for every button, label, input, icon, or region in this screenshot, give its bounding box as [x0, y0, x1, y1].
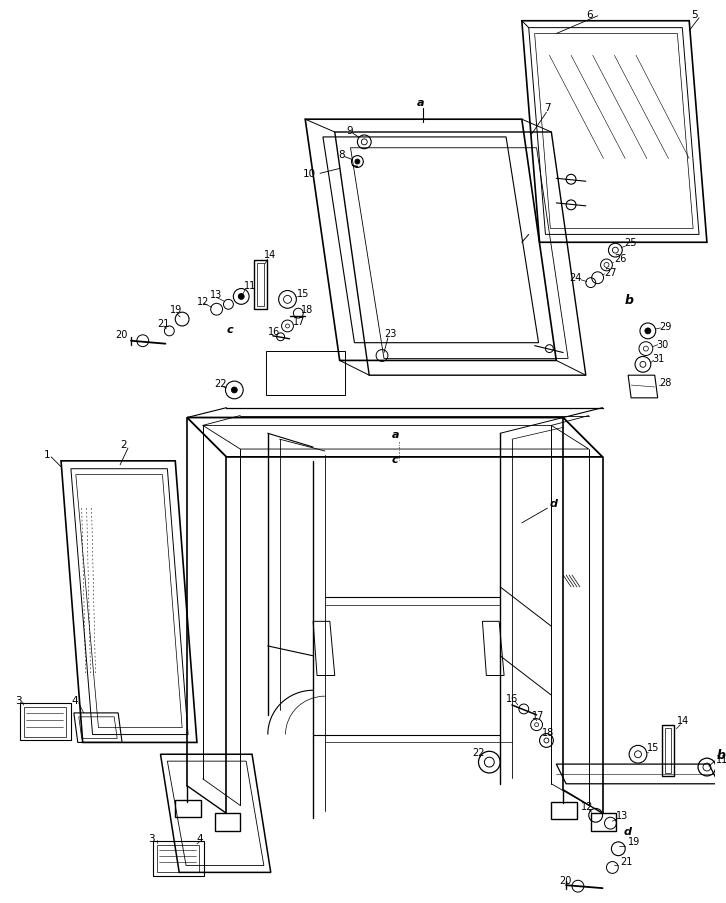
- Bar: [20, 703, 71, 740]
- Bar: [215, 814, 240, 831]
- Text: 15: 15: [647, 742, 659, 752]
- Text: 8: 8: [339, 150, 346, 160]
- Bar: [24, 707, 66, 737]
- Text: 11: 11: [244, 280, 256, 290]
- Text: 24: 24: [569, 273, 582, 283]
- Circle shape: [232, 387, 237, 394]
- Bar: [152, 841, 204, 877]
- Text: 10: 10: [303, 169, 317, 179]
- Text: 28: 28: [660, 377, 672, 387]
- Text: d: d: [623, 826, 631, 836]
- Text: a: a: [392, 430, 399, 440]
- Text: 20: 20: [115, 330, 128, 340]
- Text: 3: 3: [15, 695, 21, 705]
- Text: 4: 4: [72, 695, 78, 705]
- Bar: [664, 728, 672, 773]
- Bar: [257, 264, 264, 307]
- Text: 14: 14: [264, 250, 276, 260]
- Text: 3: 3: [147, 833, 155, 843]
- Text: 2: 2: [120, 440, 127, 450]
- Text: 22: 22: [215, 378, 227, 388]
- Bar: [661, 725, 674, 776]
- Text: 17: 17: [531, 710, 544, 720]
- Bar: [254, 261, 267, 310]
- Text: 19: 19: [628, 836, 640, 846]
- Text: b: b: [624, 293, 633, 306]
- Text: 15: 15: [298, 289, 310, 299]
- Text: 19: 19: [171, 305, 182, 315]
- Text: 22: 22: [473, 748, 485, 758]
- Text: 20: 20: [559, 875, 571, 885]
- Text: 4: 4: [197, 833, 203, 843]
- Text: 13: 13: [210, 290, 222, 300]
- Text: 21: 21: [620, 856, 632, 866]
- Text: 11: 11: [716, 754, 726, 764]
- Text: 25: 25: [624, 238, 637, 248]
- Bar: [157, 845, 199, 872]
- Text: 29: 29: [660, 321, 672, 331]
- Bar: [551, 802, 577, 819]
- Text: d: d: [550, 498, 558, 508]
- Text: 31: 31: [653, 354, 665, 364]
- Text: 9: 9: [346, 126, 353, 135]
- Text: b: b: [717, 748, 726, 761]
- Text: 7: 7: [544, 103, 551, 113]
- Circle shape: [645, 329, 650, 334]
- Text: 5: 5: [691, 10, 698, 20]
- Text: 14: 14: [677, 715, 690, 725]
- Bar: [591, 814, 616, 831]
- Text: c: c: [227, 324, 233, 334]
- Text: 12: 12: [581, 802, 593, 812]
- Text: 13: 13: [616, 810, 629, 821]
- Text: 17: 17: [293, 317, 306, 327]
- Text: 6: 6: [586, 10, 592, 20]
- Text: 16: 16: [506, 694, 518, 703]
- Text: a: a: [417, 98, 424, 108]
- Text: 16: 16: [268, 327, 280, 337]
- Text: 30: 30: [657, 340, 669, 349]
- Text: c: c: [392, 454, 399, 464]
- Circle shape: [355, 160, 360, 165]
- Text: 18: 18: [301, 305, 314, 315]
- Text: 12: 12: [197, 297, 209, 307]
- Text: 18: 18: [542, 727, 554, 737]
- Text: 21: 21: [158, 319, 170, 329]
- Text: 1: 1: [44, 450, 50, 460]
- Text: 26: 26: [614, 254, 627, 264]
- Text: 23: 23: [384, 329, 396, 339]
- Bar: [175, 800, 201, 817]
- Circle shape: [238, 294, 244, 300]
- Text: 27: 27: [605, 267, 617, 277]
